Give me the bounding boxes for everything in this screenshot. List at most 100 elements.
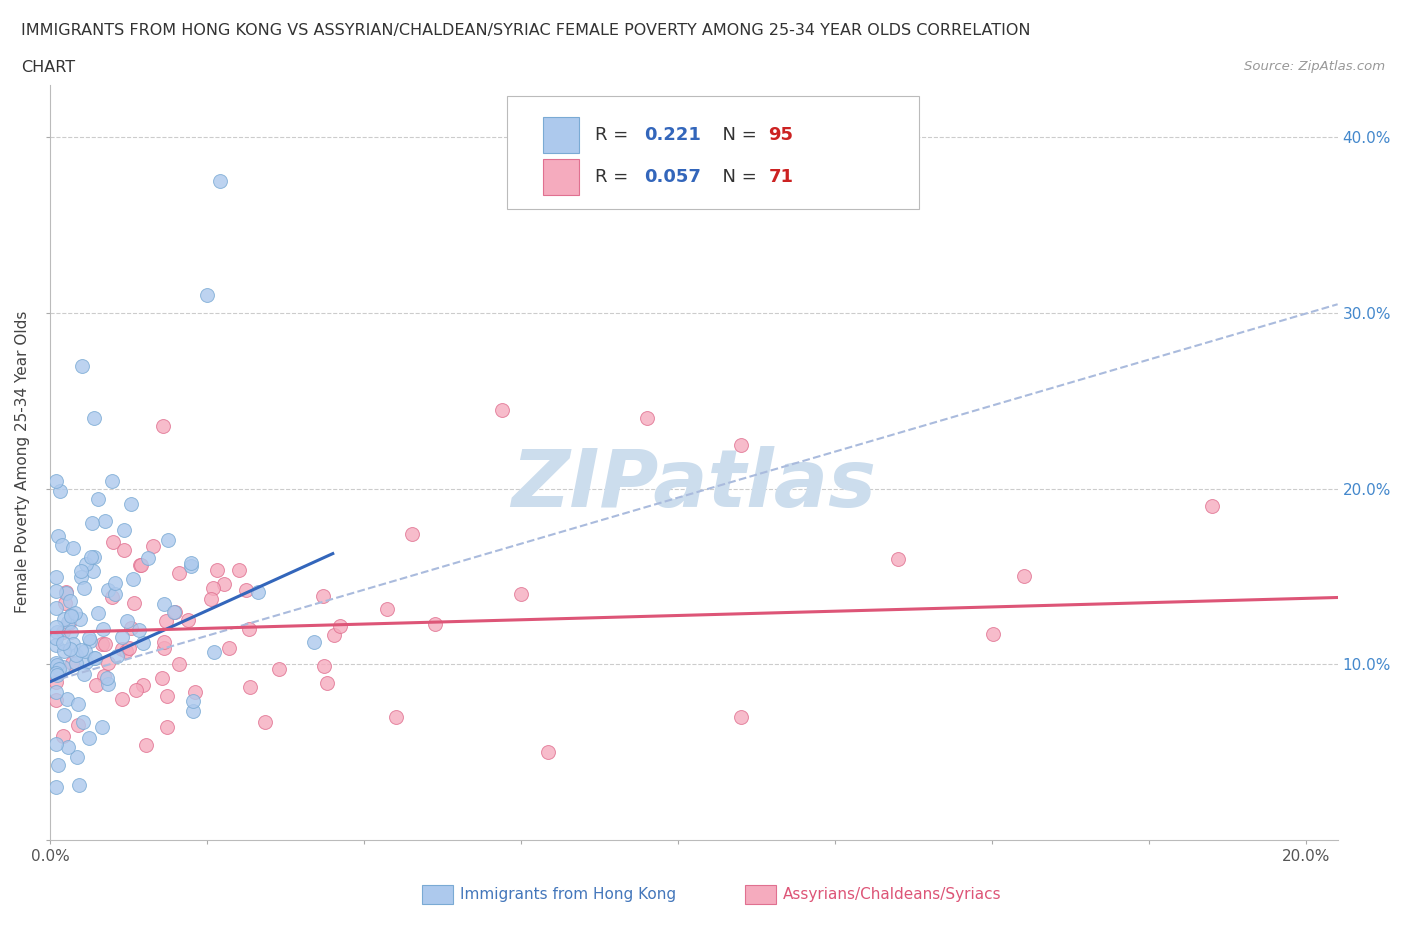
Point [253,715,276,730]
Point [228,563,250,578]
Point [136,551,159,565]
Point [120,497,142,512]
Point [45,668,67,683]
Point [52,611,75,626]
FancyBboxPatch shape [543,117,579,153]
Point [104,576,127,591]
Point [152,635,174,650]
Point [45,693,67,708]
Point [75,655,97,670]
Point [120,620,142,635]
Point [1012,569,1035,584]
Point [53,708,76,723]
Point [67,697,90,711]
Point [52,624,75,639]
Point [77,631,100,645]
Point [124,595,146,610]
Text: N =: N = [710,126,762,144]
Point [65,750,87,764]
Point [45,625,67,640]
Point [423,617,446,631]
Point [239,679,262,694]
Point [80,515,103,530]
Text: ZIPatlas: ZIPatlas [512,446,876,524]
Point [94,636,117,651]
Point [118,640,141,655]
Point [200,591,222,606]
Point [101,473,124,488]
Point [67,777,90,792]
Point [111,691,134,706]
Point [56,692,79,707]
Text: IMMIGRANTS FROM HONG KONG VS ASSYRIAN/CHALDEAN/SYRIAC FEMALE POVERTY AMONG 25-34: IMMIGRANTS FROM HONG KONG VS ASSYRIAN/CH… [21,23,1031,38]
Point [75,556,97,571]
Point [510,587,533,602]
Point [180,559,202,574]
Point [91,621,114,636]
Point [73,667,96,682]
Point [59,609,82,624]
Point [83,411,105,426]
Point [181,694,204,709]
Point [155,614,177,629]
Point [70,358,93,373]
Point [83,550,105,565]
Point [45,658,67,673]
Point [111,630,134,644]
Point [62,541,84,556]
Point [202,644,225,659]
Point [104,587,127,602]
Text: 95: 95 [769,126,793,144]
FancyBboxPatch shape [508,96,920,209]
Point [115,644,138,658]
Point [177,613,200,628]
Text: Source: ZipAtlas.com: Source: ZipAtlas.com [1244,60,1385,73]
Point [53,644,76,658]
Point [45,737,67,751]
Point [156,688,179,703]
Point [97,583,120,598]
Point [887,551,910,566]
Point [128,623,150,638]
Point [45,638,67,653]
Point [45,674,67,689]
Point [212,577,235,591]
Point [80,550,103,565]
Point [56,740,79,755]
Point [59,607,82,622]
Point [55,585,77,600]
Point [246,585,269,600]
Point [132,635,155,650]
Point [45,600,67,615]
Text: 0.221: 0.221 [644,126,700,144]
Point [72,714,94,729]
Point [101,590,124,604]
Point [267,661,290,676]
Point [87,605,110,620]
Point [105,648,128,663]
Point [59,624,82,639]
Point [135,737,157,752]
Point [122,571,145,586]
Point [83,650,105,665]
Point [312,658,335,673]
Point [84,677,107,692]
Point [53,596,76,611]
Point [97,656,120,671]
Point [91,719,114,734]
Point [65,656,87,671]
Point [52,635,75,650]
Point [55,584,77,599]
Point [235,582,257,597]
Point [45,665,67,680]
Point [163,604,186,619]
Point [183,704,205,719]
Point [52,728,75,743]
Point [323,628,346,643]
Point [46,758,69,773]
Point [52,659,75,674]
Point [132,678,155,693]
Point [238,621,260,636]
Point [537,745,560,760]
Point [983,627,1005,642]
